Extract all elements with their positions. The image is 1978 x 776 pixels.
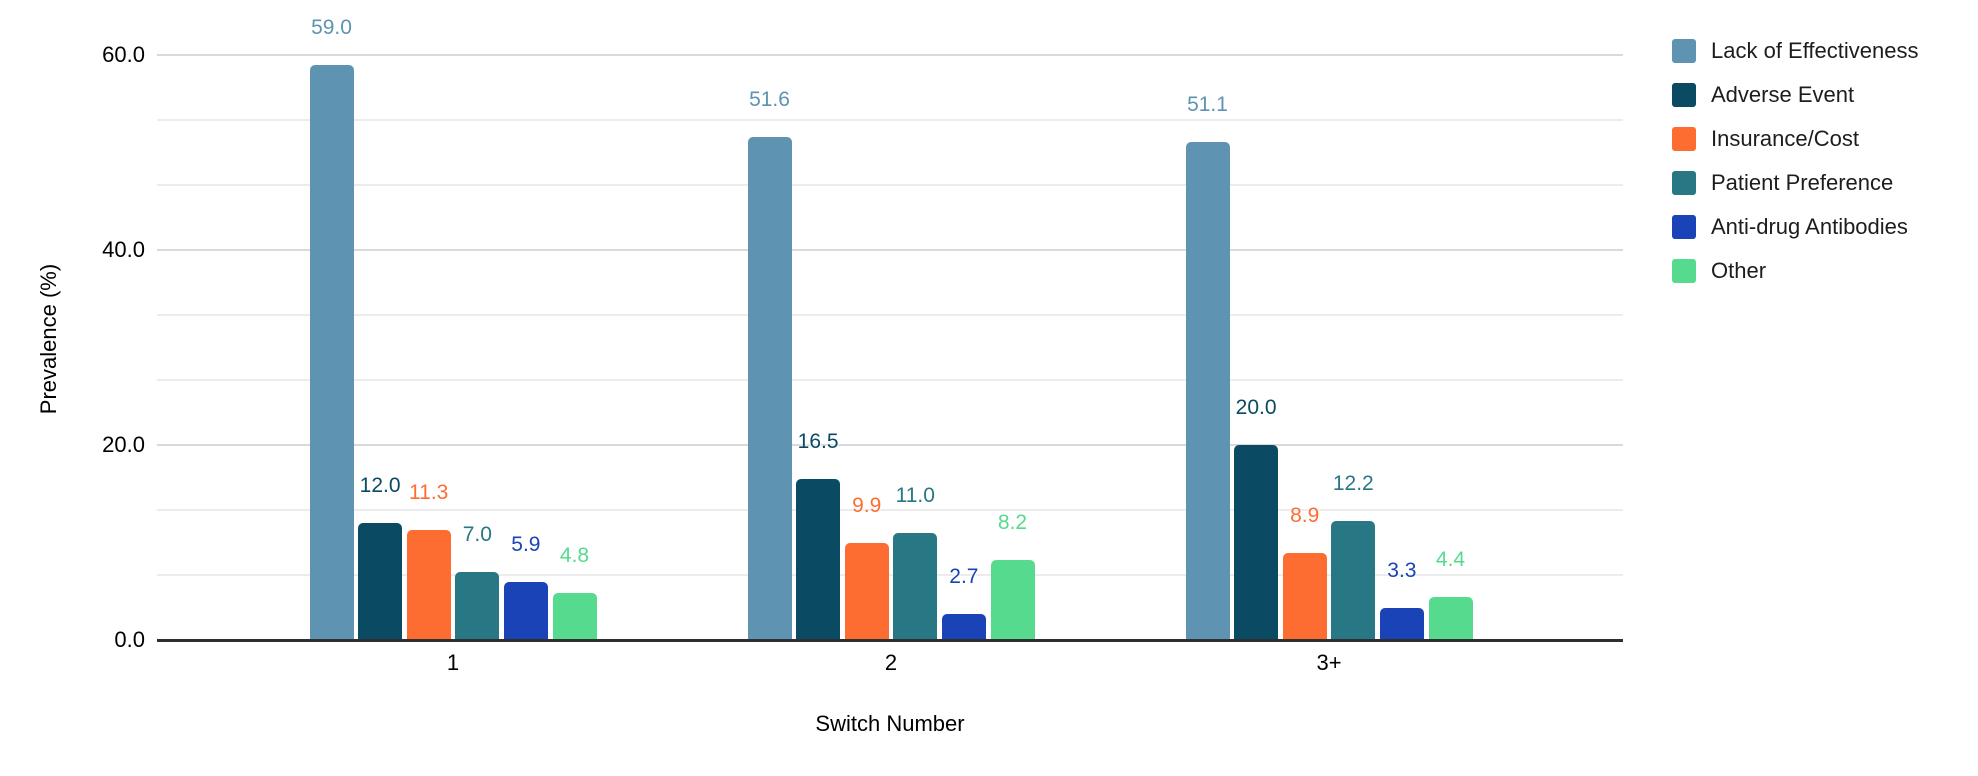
x-category-label: 2 [884,650,898,675]
y-axis-title: Prevalence (%) [36,263,61,415]
legend-item-anti-drug-antibodies[interactable]: Anti-drug Antibodies [1672,214,1919,239]
major-gridline [157,249,1623,251]
bar-patient-preference-group-1[interactable] [455,571,500,640]
legend-swatch-icon [1672,82,1696,107]
bar-value-label: 16.5 [797,430,839,454]
bar-value-label: 4.8 [559,544,590,568]
bar-value-label: 5.9 [511,533,541,557]
bar-insurance-cost-group-3+[interactable] [1282,553,1327,640]
legend-item-lack-of-effectiveness[interactable]: Lack of Effectiveness [1672,38,1919,63]
bar-value-label: 11.3 [409,480,449,504]
x-axis-line [157,639,1623,642]
bar-value-label: 51.1 [1187,92,1228,116]
y-tick-label: 0.0 [114,627,145,652]
legend-item-label: Insurance/Cost [1711,125,1859,151]
bar-adverse-event-group-2[interactable] [796,479,841,640]
minor-gridline [157,509,1623,511]
legend-item-label: Patient Preference [1711,169,1894,195]
bar-value-label: 12.0 [359,474,401,497]
bar-insurance-cost-group-2[interactable] [844,543,889,640]
bar-patient-preference-group-3+[interactable] [1331,521,1376,640]
minor-gridline [157,184,1623,186]
bar-lack-of-effectiveness-group-2[interactable] [747,136,792,640]
bar-value-label: 51.6 [749,87,790,111]
bar-adverse-event-group-1[interactable] [358,523,403,640]
major-gridline [157,54,1623,56]
bar-value-label: 2.7 [949,564,979,588]
y-tick-label: 20.0 [102,432,145,457]
bar-value-label: 3.3 [1387,558,1417,582]
legend-swatch-icon [1672,214,1696,239]
legend-swatch-icon [1672,126,1696,151]
bar-value-label: 8.2 [997,511,1028,535]
legend-item-label: Adverse Event [1711,81,1855,107]
bar-other-group-1[interactable] [552,593,597,640]
bar-value-label: 9.9 [852,494,882,518]
legend-item-insurance-cost[interactable]: Insurance/Cost [1672,126,1919,151]
bar-anti-drug-antibodies-group-1[interactable] [503,582,548,640]
bar-anti-drug-antibodies-group-2[interactable] [941,613,986,640]
bar-anti-drug-antibodies-group-3+[interactable] [1379,607,1424,640]
legend-item-label: Anti-drug Antibodies [1711,213,1908,239]
legend-item-other[interactable]: Other [1672,258,1919,283]
x-axis-title: Switch Number [815,711,965,736]
bar-adverse-event-group-3+[interactable] [1234,445,1279,640]
legend-swatch-icon [1672,258,1696,283]
minor-gridline [157,379,1623,381]
legend-swatch-icon [1672,38,1696,63]
legend-item-patient-preference[interactable]: Patient Preference [1672,170,1919,195]
legend-item-adverse-event[interactable]: Adverse Event [1672,82,1919,107]
bar-value-label: 12.2 [1332,472,1374,496]
x-category-label: 3+ [1316,650,1342,675]
legend: Lack of Effectiveness Adverse Event Insura… [1672,38,1919,283]
bar-value-label: 20.0 [1235,396,1277,419]
x-category-label: 1 [446,650,460,675]
y-tick-label: 60.0 [102,42,145,67]
legend-item-label: Other [1711,257,1767,283]
minor-gridline [157,119,1623,121]
legend-swatch-icon [1672,170,1696,195]
bar-other-group-2[interactable] [990,560,1035,640]
bar-other-group-3+[interactable] [1428,597,1473,640]
minor-gridline [157,314,1623,316]
bar-insurance-cost-group-1[interactable] [406,529,451,640]
bar-lack-of-effectiveness-group-3+[interactable] [1185,141,1230,640]
legend-item-label: Lack of Effectiveness [1711,37,1919,63]
minor-gridline [157,574,1623,576]
y-tick-label: 40.0 [102,237,145,262]
bar-value-label: 8.9 [1290,504,1320,528]
major-gridline [157,444,1623,446]
bar-value-label: 4.4 [1435,548,1466,572]
bar-lack-of-effectiveness-group-1[interactable] [309,64,354,640]
bar-value-label: 59.0 [311,15,352,39]
bar-value-label: 7.0 [462,522,492,546]
bar-patient-preference-group-2[interactable] [893,532,938,640]
bar-value-label: 11.0 [895,483,935,507]
